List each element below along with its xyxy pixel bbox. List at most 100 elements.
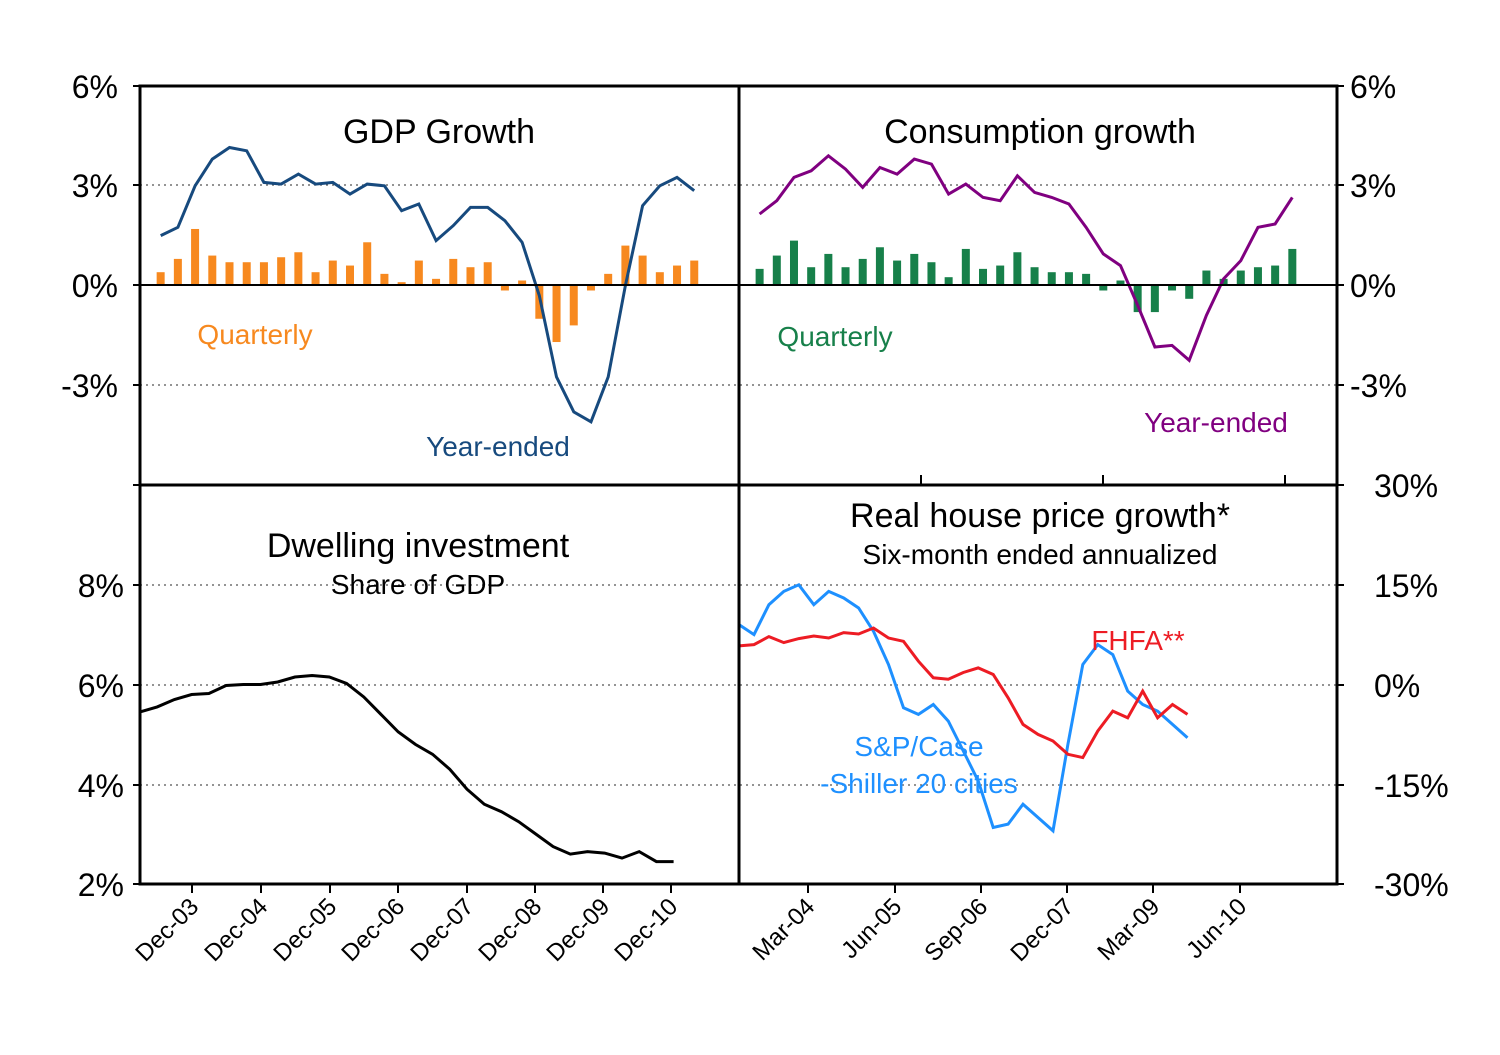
tick-label: 6% [1350,69,1396,105]
bar [1013,252,1022,286]
bar [961,248,970,286]
gdp-year-ended-label: Year-ended [426,431,570,462]
fhfa-label: FHFA** [1091,625,1184,656]
bar [466,267,475,286]
bar [858,258,867,286]
tick-label: 15% [1374,568,1438,604]
bar [1236,270,1245,286]
bar [673,265,682,286]
bar [1064,272,1073,286]
tick-label: 0% [1350,268,1396,304]
date-label: Dec-06 [336,893,410,967]
bar [294,252,303,286]
bar [242,262,251,286]
bar [1253,267,1262,286]
bar [996,265,1005,286]
bar [604,273,613,286]
bar [979,268,988,286]
date-label: Dec-03 [130,893,204,967]
bar [208,255,217,286]
tick-label: 6% [72,69,118,105]
gdp-year-ended-line [160,145,696,424]
bar [191,228,200,286]
tick-label: 3% [1350,168,1396,204]
date-label: Dec-09 [541,893,615,967]
bar [621,245,630,286]
bar [893,260,902,286]
bar [1202,270,1211,286]
bar [927,262,936,286]
bar [363,242,372,286]
date-label: Dec-05 [268,893,342,967]
house-price-subtitle: Six-month ended annualized [863,539,1218,570]
bar [655,272,664,286]
bar [449,258,458,286]
bar [1150,285,1159,313]
bar [156,272,165,286]
bar [772,255,781,286]
bar [432,278,441,286]
house-price-title: Real house price growth* [850,497,1230,535]
bar [824,253,833,286]
bar [1168,285,1177,291]
tick-label: 30% [1374,468,1438,504]
tick-label: 8% [78,568,124,604]
consumption-title: Consumption growth [884,113,1196,151]
bar [841,267,850,286]
bar [414,260,423,286]
dwelling-subtitle: Share of GDP [331,569,505,600]
bar [755,268,764,286]
date-label: Jun-10 [1181,893,1252,964]
dwelling-title: Dwelling investment [267,527,570,565]
bar [500,285,509,291]
consumption-quarterly-bars [755,240,1297,313]
bar [1116,280,1125,286]
bar [1185,285,1194,299]
bar [1030,267,1039,286]
bar [483,262,492,286]
tick-label: -3% [1350,368,1407,404]
bar [277,257,286,286]
tick-label: -3% [61,368,118,404]
case-shiller-label-line1: S&P/Case [854,731,983,762]
bar [173,258,182,286]
tick-label: 6% [78,668,124,704]
bar [586,285,595,291]
gridlines [140,184,1337,786]
bar [690,260,699,286]
tick-label: 0% [72,268,118,304]
tick-label: -30% [1374,867,1449,903]
bar [1133,285,1142,313]
bar [518,280,527,286]
tick-label: -15% [1374,768,1449,804]
tick-marks [133,85,1344,893]
consumption-year-ended-label: Year-ended [1144,407,1288,438]
consumption-year-ended-line [758,153,1294,363]
bar [638,255,647,286]
bar [259,262,268,286]
date-label: Dec-04 [199,893,273,967]
bar [345,265,354,286]
date-label: Jun-05 [836,893,907,964]
date-label: Dec-07 [1005,893,1079,967]
bar [875,247,884,286]
bar [1082,273,1091,286]
date-label: Dec-08 [473,893,547,967]
date-label: Sep-06 [919,893,993,967]
date-label: Mar-04 [747,893,820,966]
consumption-quarterly-label: Quarterly [777,321,892,352]
bar [1271,265,1280,286]
tick-label: 3% [72,168,118,204]
case-shiller-line [738,582,1189,834]
bar [910,253,919,286]
bar [311,272,320,286]
bar [397,282,406,286]
tick-label: 2% [78,867,124,903]
gdp-title: GDP Growth [343,113,535,151]
bar [1099,285,1108,291]
case-shiller-label-line2: -Shiller 20 cities [820,768,1018,799]
fhfa-line [738,626,1189,760]
bar [569,285,578,326]
tick-label: 0% [1374,668,1420,704]
